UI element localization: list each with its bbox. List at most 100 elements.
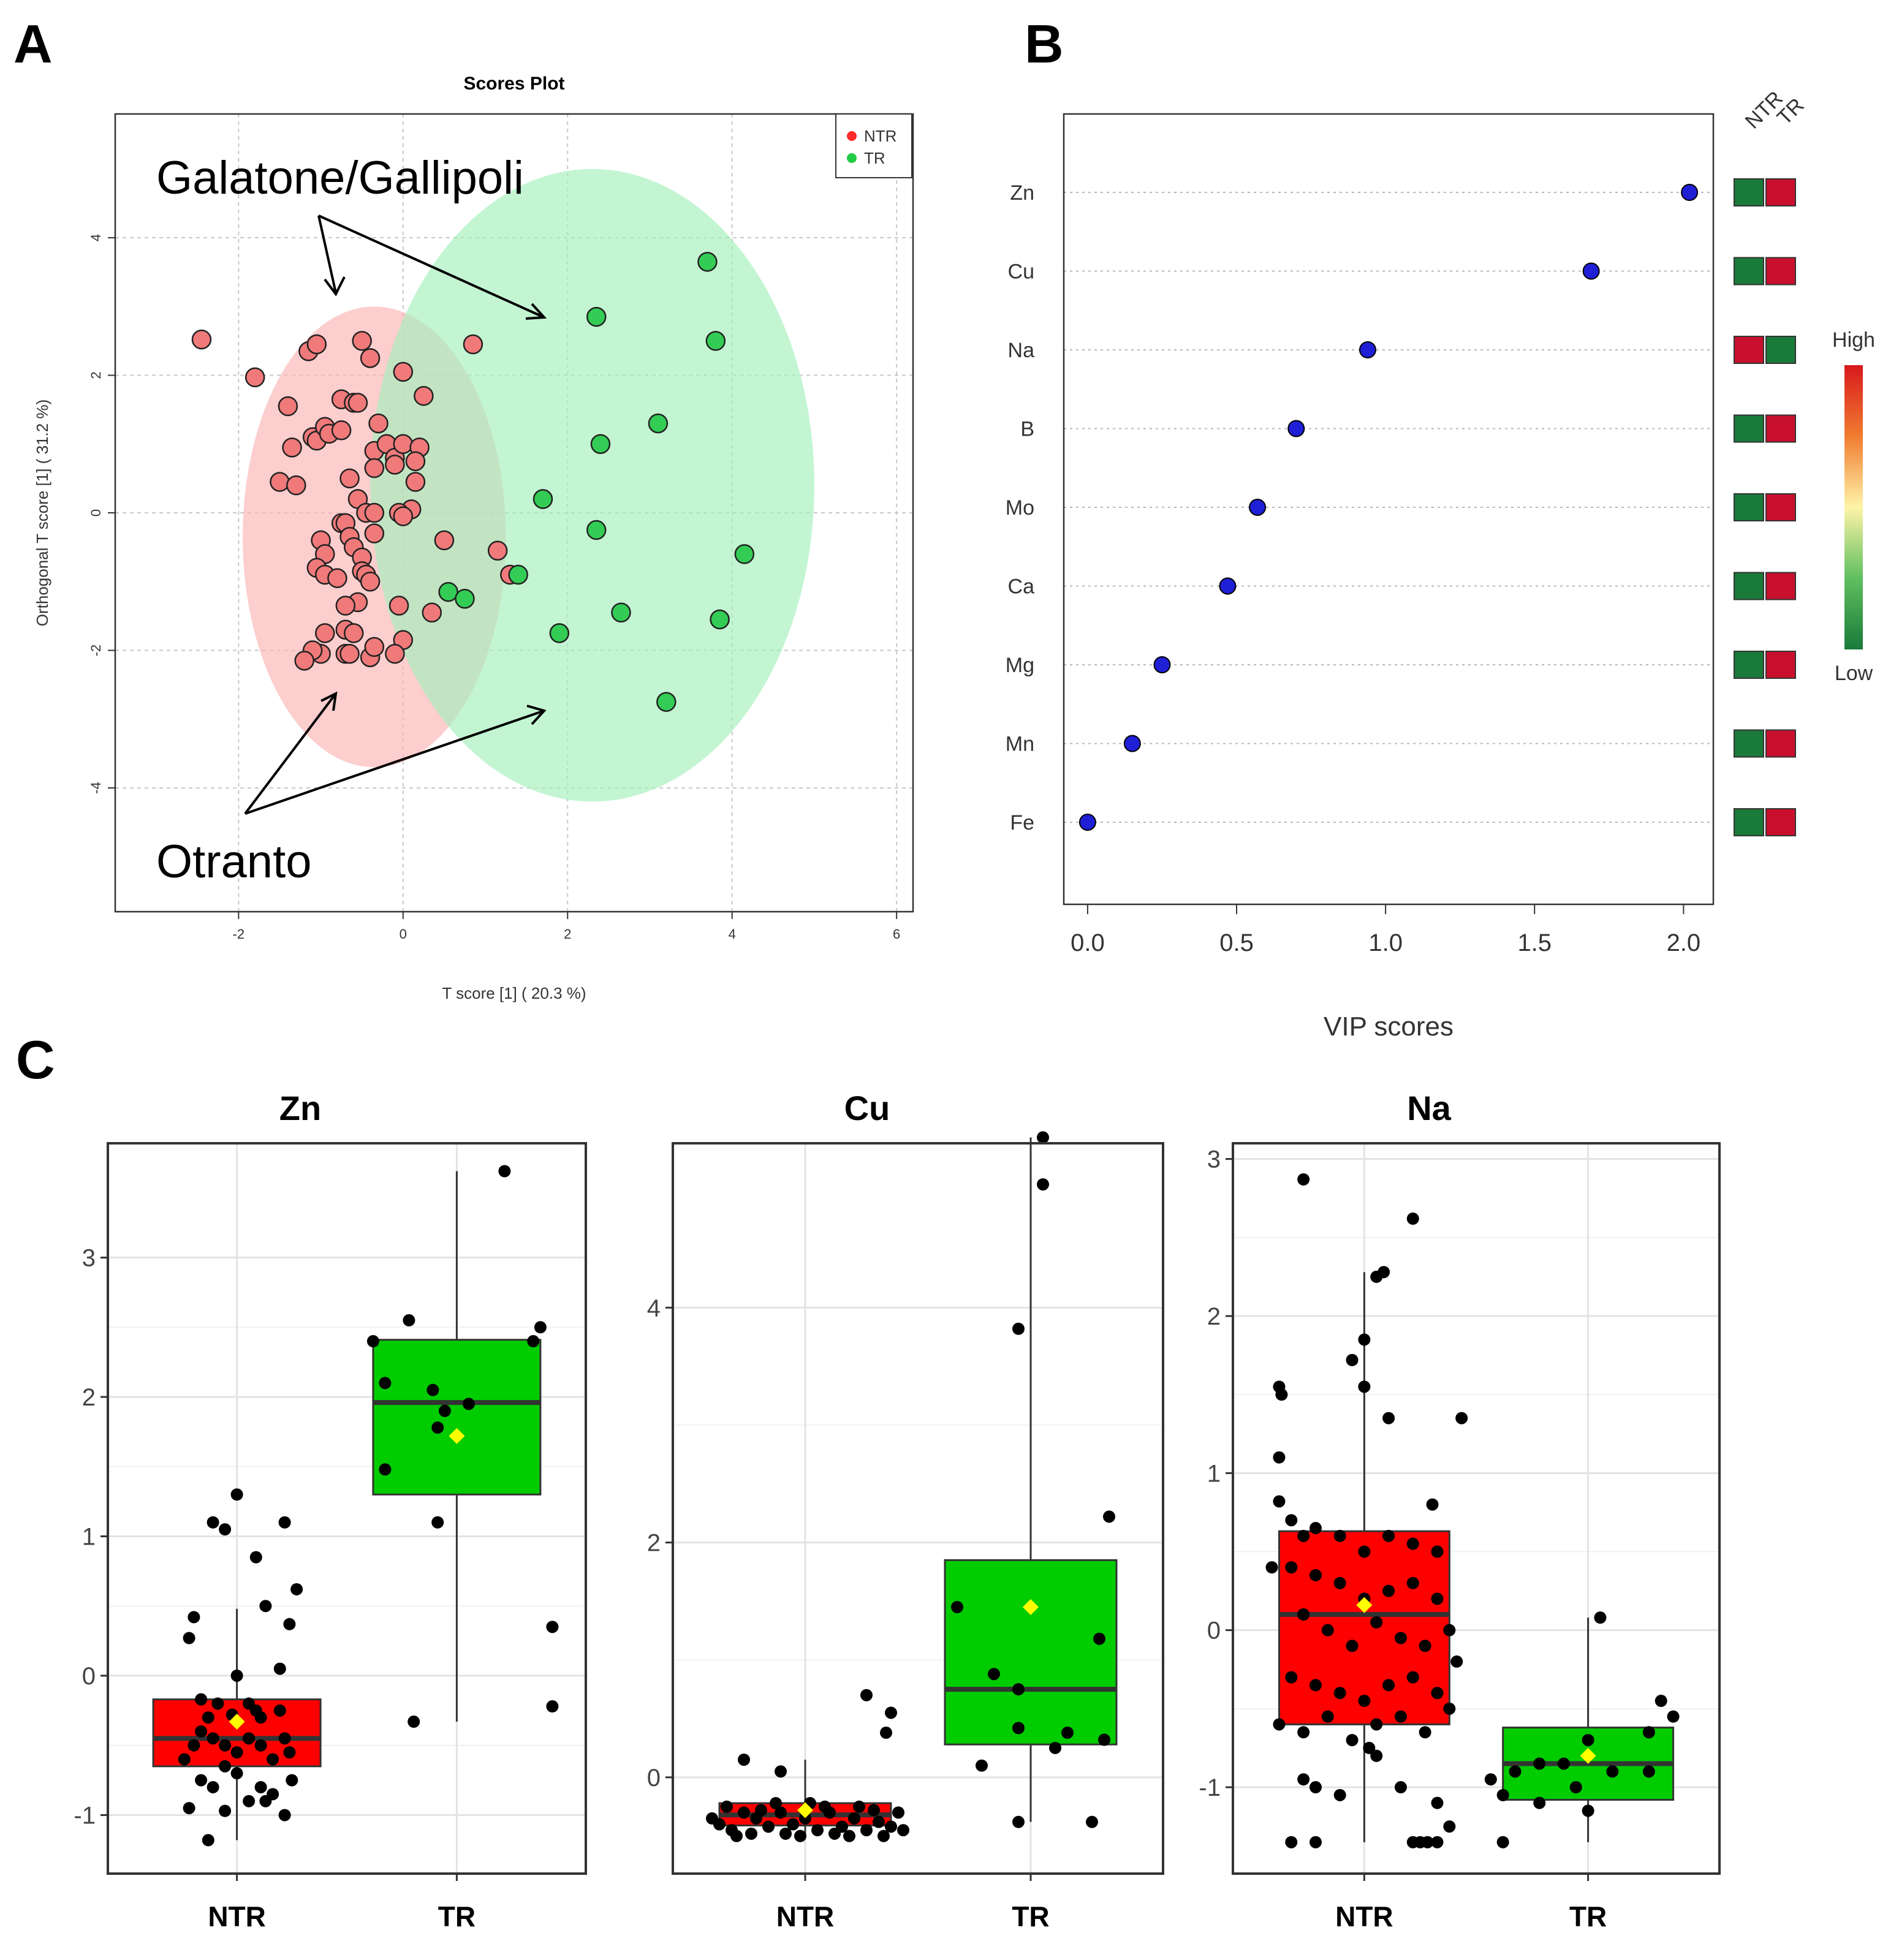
box-cu-point-ntr	[721, 1800, 733, 1813]
box-na-point-ntr	[1309, 1781, 1322, 1794]
box-na-point-tr	[1484, 1773, 1497, 1786]
panel-letter-a: A	[13, 13, 53, 74]
box-cu-point-ntr	[706, 1812, 718, 1825]
score-point-tr	[697, 252, 718, 272]
box-cu-point-tr	[1086, 1815, 1098, 1828]
box-na-frame	[1232, 1142, 1721, 1875]
vip-xlabel: VIP scores	[1324, 1012, 1454, 1042]
box-cu-point-tr	[1098, 1733, 1110, 1746]
vip-point-fe	[1078, 814, 1096, 831]
box-plot-na: Na -1 0 1 2 3 NTR TR	[1199, 1089, 1721, 1932]
score-point-ntr	[244, 367, 265, 388]
score-point-ntr	[339, 468, 360, 489]
vip-xtick-label: 0.5	[1219, 929, 1254, 956]
score-point-ntr	[347, 393, 368, 413]
box-cu-frame	[672, 1142, 1164, 1875]
legend-tr-label: TR	[864, 149, 885, 167]
legend-tr-swatch	[847, 153, 857, 163]
box-zn-point-tr	[366, 1335, 379, 1348]
score-point-ntr	[364, 523, 385, 543]
box-na-point-tr	[1533, 1757, 1546, 1770]
scores-xtick-label: 6	[893, 926, 900, 942]
box-zn-point-ntr	[283, 1746, 296, 1759]
box-na-ytick-label: -1	[1199, 1774, 1221, 1801]
box-zn-xlabel-tr: TR	[438, 1901, 476, 1932]
box-zn-point-ntr	[219, 1739, 232, 1752]
box-cu-point-ntr	[770, 1797, 782, 1810]
box-na-point-tr	[1509, 1765, 1522, 1778]
box-cu-point-ntr	[745, 1827, 757, 1840]
vip-label-na: Na	[1008, 339, 1035, 362]
scores-ytick-label: 4	[88, 234, 104, 241]
box-zn-point-ntr	[195, 1693, 208, 1706]
ellipse-tr	[370, 168, 814, 802]
box-zn-point-ntr	[243, 1795, 256, 1807]
scores-xtick-label: -2	[233, 926, 245, 942]
score-point-ntr	[278, 396, 298, 417]
score-point-tr	[710, 609, 730, 630]
box-na-point-ntr	[1419, 1726, 1431, 1739]
score-point-tr	[455, 589, 475, 609]
box-na-point-ntr	[1382, 1412, 1395, 1425]
box-cu-point-ntr	[738, 1754, 750, 1766]
scores-ytick-label: 0	[88, 509, 104, 516]
arrow-otranto-tr	[244, 709, 545, 815]
box-na-point-ntr	[1297, 1773, 1310, 1786]
vip-heatmap	[1734, 178, 1796, 836]
annotation-otranto: Otranto	[156, 836, 311, 888]
box-na-point-ntr	[1443, 1820, 1456, 1833]
vip-point-ca	[1219, 577, 1237, 595]
box-zn-frame	[107, 1142, 587, 1875]
vip-xtick-label: 1.0	[1368, 929, 1403, 956]
box-cu-point-ntr	[819, 1800, 831, 1813]
box-cu-ytick-label: 4	[647, 1295, 661, 1322]
box-zn-point-ntr	[207, 1732, 219, 1745]
box-zn-point-tr	[403, 1314, 415, 1326]
box-cu-point-tr	[976, 1759, 988, 1772]
box-zn-ytick-label: -1	[74, 1802, 96, 1829]
box-zn-point-ntr	[195, 1774, 208, 1787]
box-na-point-ntr	[1297, 1608, 1310, 1621]
box-cu-point-tr	[1037, 1178, 1049, 1191]
box-na-point-tr	[1557, 1757, 1570, 1770]
box-zn-point-ntr	[188, 1611, 200, 1624]
box-na-point-ntr	[1426, 1498, 1439, 1511]
box-zn-title: Zn	[279, 1089, 321, 1127]
score-point-tr	[586, 306, 607, 327]
box-zn-point-tr	[379, 1463, 392, 1476]
panel-letter-b: B	[1025, 13, 1064, 74]
arrow-otranto-ntr	[244, 692, 337, 815]
box-cu-ytick-label: 0	[647, 1765, 661, 1792]
box-na-point-tr	[1642, 1765, 1655, 1778]
box-na-point-ntr	[1370, 1749, 1383, 1762]
box-na-point-ntr	[1285, 1514, 1298, 1527]
vip-point-b	[1287, 420, 1305, 437]
box-na-point-ntr	[1358, 1545, 1371, 1558]
box-zn-point-ntr	[249, 1704, 262, 1717]
arrowhead-otranto-tr	[526, 705, 547, 725]
box-na-point-ntr	[1406, 1671, 1419, 1684]
legend-ntr-label: NTR	[864, 127, 896, 145]
scores-legend-box	[835, 113, 912, 178]
heatmap-cell-mo-ntr	[1734, 493, 1764, 521]
box-na-point-ntr	[1309, 1836, 1322, 1848]
box-zn-point-tr	[431, 1421, 444, 1434]
box-zn-point-ntr	[278, 1732, 291, 1745]
box-na-ytick-label: 2	[1207, 1303, 1221, 1330]
box-na-point-ntr	[1370, 1718, 1383, 1731]
box-zn-point-ntr	[211, 1697, 224, 1710]
heatmap-cell-ca-ntr	[1734, 572, 1764, 600]
score-point-tr	[508, 564, 528, 585]
legend-ntr-swatch	[847, 131, 857, 141]
box-cu-point-ntr	[897, 1824, 909, 1837]
box-na-point-tr	[1533, 1796, 1546, 1809]
score-point-ntr	[360, 571, 381, 592]
vip-point-cu	[1582, 262, 1600, 280]
box-plot-cu: Cu 0 2 4 NTR TR	[647, 1089, 1164, 1932]
score-point-tr	[438, 581, 458, 602]
score-point-ntr	[405, 451, 426, 472]
box-zn-point-ntr	[278, 1809, 291, 1822]
box-cu-point-tr	[951, 1600, 963, 1613]
box-na-point-ntr	[1431, 1687, 1444, 1700]
